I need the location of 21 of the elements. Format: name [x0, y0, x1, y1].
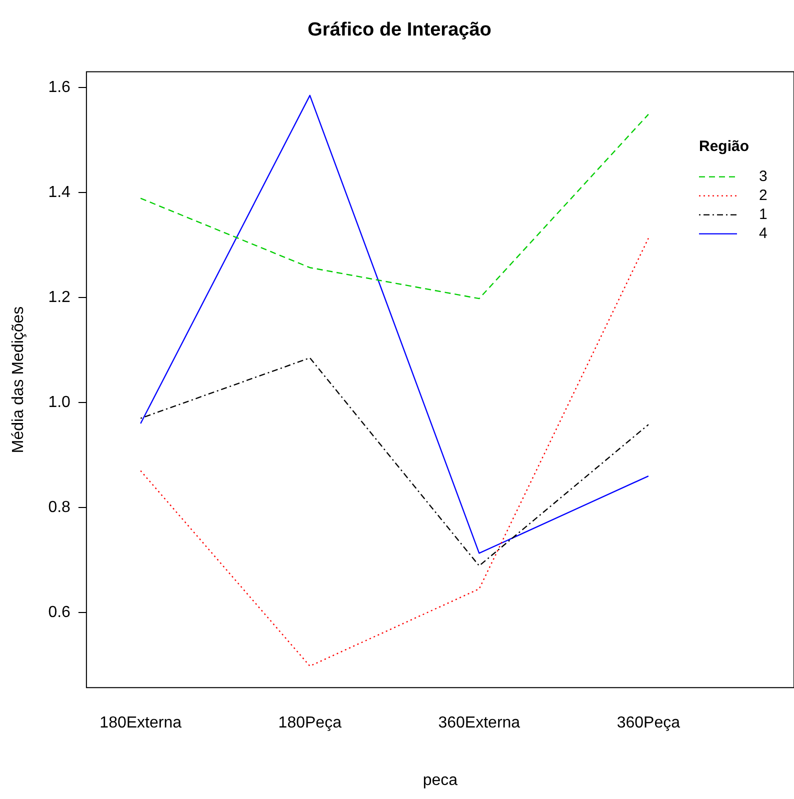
- x-tick-label: 180Externa: [100, 714, 182, 732]
- legend-label: 1: [759, 206, 768, 223]
- y-tick-label: 1.6: [48, 78, 71, 96]
- x-tick-label: 360Externa: [438, 714, 520, 732]
- x-axis-title: peca: [422, 772, 458, 789]
- legend-label: 2: [759, 186, 768, 204]
- line-series: [140, 357, 650, 566]
- legend-label: 4: [759, 224, 768, 242]
- y-tick-label: 1.0: [48, 394, 71, 411]
- y-axis-title: Média das Medições: [10, 306, 28, 454]
- y-tick-label: 0.8: [48, 498, 71, 516]
- x-tick-label: 360Peça: [616, 714, 680, 732]
- chart-title: Gráfico de Interação: [308, 20, 492, 41]
- y-tick-label: 0.6: [48, 604, 71, 621]
- x-tick-label: 180Peça: [278, 714, 342, 732]
- legend-title: Região: [699, 138, 750, 155]
- line-series: [140, 238, 650, 667]
- legend-label: 3: [759, 168, 768, 185]
- line-series: [140, 114, 650, 300]
- y-tick-label: 1.4: [48, 184, 71, 201]
- y-tick-label: 1.2: [48, 288, 71, 306]
